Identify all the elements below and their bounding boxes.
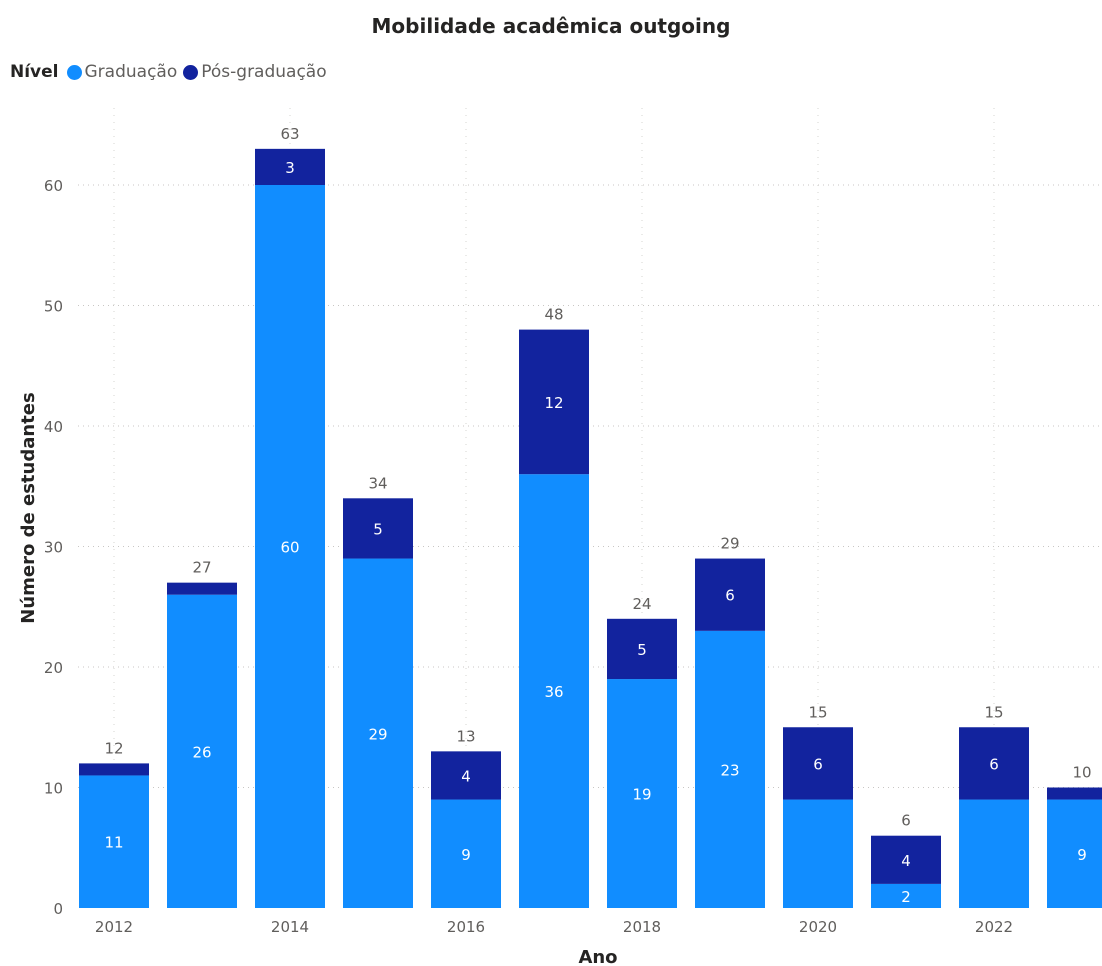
- data-label-pos-graduacao: 6: [725, 587, 735, 605]
- data-label-pos-graduacao: 12: [544, 394, 563, 412]
- total-label: 29: [720, 535, 739, 553]
- data-label-graduacao: 19: [632, 786, 651, 804]
- chart-title: Mobilidade acadêmica outgoing: [371, 14, 731, 38]
- total-label: 63: [280, 125, 299, 143]
- data-label-graduacao: 36: [544, 683, 563, 701]
- bar-pos-graduacao-2020[interactable]: [783, 727, 853, 800]
- total-label: 10: [1072, 764, 1091, 782]
- y-tick-label: 60: [44, 177, 63, 195]
- legend-label-graduacao: Graduação: [84, 62, 178, 82]
- x-tick-label: 2016: [447, 918, 485, 936]
- legend-item-graduacao[interactable]: Graduação: [66, 62, 178, 82]
- legend: Nível Graduação Pós-graduação: [10, 60, 333, 84]
- bar-pos-graduacao-2019[interactable]: [695, 558, 765, 631]
- bar-pos-graduacao-2022[interactable]: [959, 727, 1029, 800]
- bar-graduacao-2020[interactable]: [783, 799, 853, 908]
- total-label: 15: [984, 703, 1003, 721]
- data-label-graduacao: 26: [192, 743, 211, 761]
- legend-item-pos-graduacao[interactable]: Pós-graduação: [183, 62, 327, 82]
- data-label-graduacao: 60: [280, 539, 299, 557]
- bar-graduacao-2022[interactable]: [959, 799, 1029, 908]
- data-label-pos-graduacao: 6: [813, 755, 823, 773]
- bar-graduacao-2018[interactable]: [607, 679, 677, 908]
- y-axis-title: Número de estudantes: [18, 392, 39, 623]
- bar-pos-graduacao-2016[interactable]: [431, 751, 501, 800]
- data-label-graduacao: 23: [720, 761, 739, 779]
- bar-pos-graduacao-2015[interactable]: [343, 498, 413, 559]
- total-label: 34: [368, 474, 387, 492]
- total-label: 6: [901, 812, 911, 830]
- legend-swatch-pos-graduacao: [183, 64, 199, 80]
- bar-pos-graduacao-2012[interactable]: [79, 763, 149, 776]
- total-label: 12: [104, 739, 123, 757]
- y-tick-label: 50: [44, 298, 63, 316]
- data-label-graduacao: 9: [1077, 846, 1087, 864]
- data-label-pos-graduacao: 5: [637, 641, 647, 659]
- y-tick-label: 10: [44, 780, 63, 798]
- x-axis-title: Ano: [578, 947, 617, 966]
- x-tick-label: 2014: [271, 918, 309, 936]
- bar-graduacao-2021[interactable]: [871, 883, 941, 908]
- bar-pos-graduacao-2017[interactable]: [519, 329, 589, 475]
- y-tick-label: 40: [44, 418, 63, 436]
- legend-swatch-graduacao: [66, 64, 82, 80]
- y-tick-label: 0: [53, 900, 63, 918]
- data-label-graduacao: 9: [461, 846, 471, 864]
- x-tick-label: 2022: [975, 918, 1013, 936]
- bar-pos-graduacao-2013[interactable]: [167, 582, 237, 595]
- y-tick-label: 20: [44, 659, 63, 677]
- bar-pos-graduacao-2023[interactable]: [1047, 787, 1102, 800]
- x-tick-label: 2018: [623, 918, 661, 936]
- total-label: 13: [456, 727, 475, 745]
- legend-title: Nível: [10, 62, 59, 82]
- x-tick-label: 2012: [95, 918, 133, 936]
- data-label-graduacao: 11: [104, 834, 123, 852]
- total-label: 24: [632, 595, 651, 613]
- bar-graduacao-2013[interactable]: [167, 594, 237, 908]
- bar-pos-graduacao-2021[interactable]: [871, 835, 941, 884]
- data-label-graduacao: 29: [368, 725, 387, 743]
- x-tick-label: 2020: [799, 918, 837, 936]
- data-label-graduacao: 2: [901, 888, 911, 906]
- bar-graduacao-2019[interactable]: [695, 630, 765, 908]
- y-tick-label: 30: [44, 539, 63, 557]
- data-label-pos-graduacao: 6: [989, 755, 999, 773]
- bar-graduacao-2023[interactable]: [1047, 799, 1102, 908]
- total-label: 15: [808, 703, 827, 721]
- bar-pos-graduacao-2014[interactable]: [255, 148, 325, 185]
- bar-graduacao-2014[interactable]: [255, 185, 325, 908]
- legend-label-pos-graduacao: Pós-graduação: [201, 62, 327, 82]
- bar-graduacao-2017[interactable]: [519, 474, 589, 908]
- total-label: 48: [544, 306, 563, 324]
- data-label-pos-graduacao: 5: [373, 520, 383, 538]
- bar-graduacao-2016[interactable]: [431, 799, 501, 908]
- data-label-pos-graduacao: 4: [901, 852, 911, 870]
- data-label-pos-graduacao: 4: [461, 767, 471, 785]
- bar-graduacao-2012[interactable]: [79, 775, 149, 908]
- total-label: 27: [192, 559, 211, 577]
- bar-graduacao-2015[interactable]: [343, 558, 413, 908]
- bar-pos-graduacao-2018[interactable]: [607, 618, 677, 680]
- data-label-pos-graduacao: 3: [285, 159, 295, 177]
